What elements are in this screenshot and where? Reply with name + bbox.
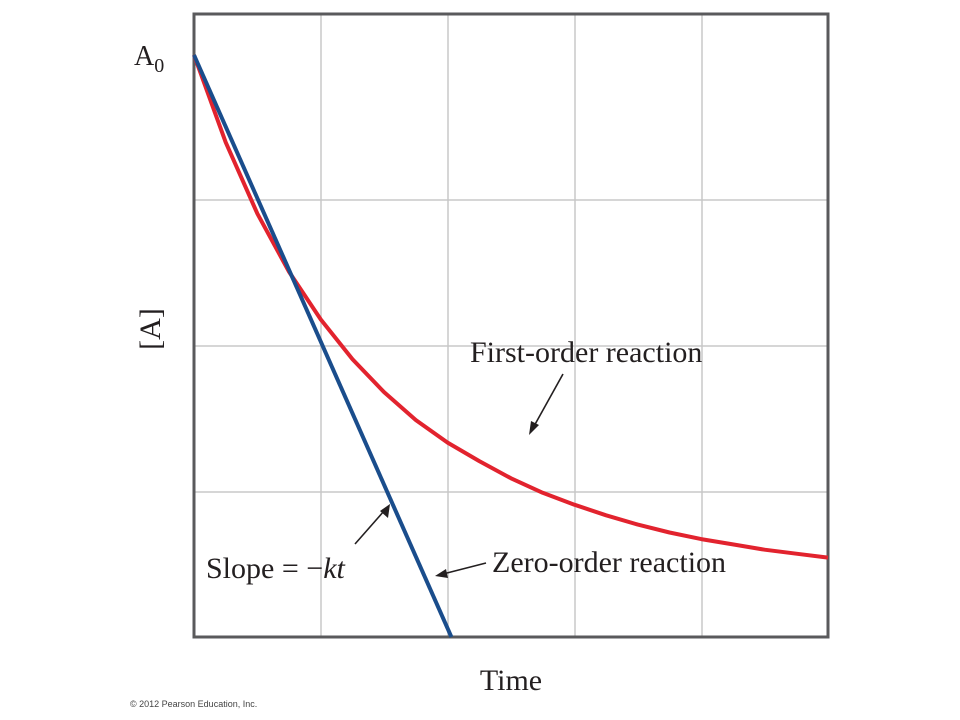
slope-label-term: kt [323,552,345,585]
copyright-credit: © 2012 Pearson Education, Inc. [130,699,257,709]
y-tick-label-main: A [134,41,155,72]
annotation-arrows [354,373,564,578]
first-order-arrow-line [532,373,564,429]
slope-label-prefix: Slope = − [206,552,323,585]
zero-order-label: Zero-order reaction [492,546,726,579]
series-line-first-order [192,54,829,560]
plot-frame [192,12,830,639]
first-order-arrow-head [529,421,539,435]
zero-order-arrow-line [442,562,487,575]
zero-order-arrow-head [435,569,448,578]
y-tick-label-subscript: 0 [154,55,164,77]
grid [194,14,828,637]
x-axis-label: Time [480,664,542,697]
y-tick-label-a0: A0 [134,41,164,77]
series-layer [192,54,829,638]
slope-arrow-head [380,504,390,518]
series-line-zero-order [192,54,454,638]
first-order-label: First-order reaction [470,336,702,369]
y-axis-label: [A] [134,308,167,350]
slope-arrow-line [354,510,385,545]
slope-label: Slope = −kt [206,552,346,585]
